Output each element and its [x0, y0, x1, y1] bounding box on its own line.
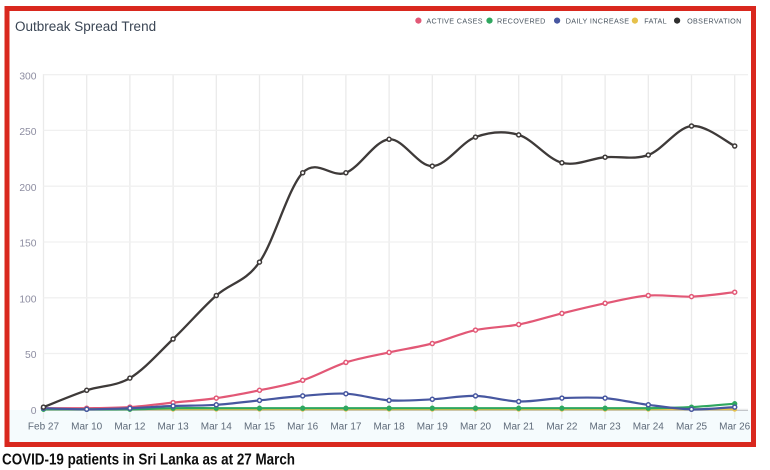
svg-text:FATAL: FATAL [644, 17, 667, 26]
svg-text:Mar 20: Mar 20 [460, 422, 492, 433]
svg-text:0: 0 [31, 406, 37, 417]
svg-text:Mar 15: Mar 15 [244, 422, 276, 433]
svg-text:DAILY INCREASE: DAILY INCREASE [566, 17, 630, 26]
svg-text:ACTIVE CASES: ACTIVE CASES [426, 17, 483, 26]
svg-text:COVID-19 patients in Sri Lanka: COVID-19 patients in Sri Lanka as at 27 … [2, 452, 295, 469]
svg-text:Mar 26: Mar 26 [719, 422, 751, 433]
svg-text:Mar 21: Mar 21 [503, 422, 535, 433]
svg-text:Mar 13: Mar 13 [158, 422, 190, 433]
svg-text:Mar 14: Mar 14 [201, 422, 233, 433]
svg-text:Mar 16: Mar 16 [287, 422, 319, 433]
svg-text:Mar 12: Mar 12 [114, 422, 146, 433]
svg-text:300: 300 [19, 71, 36, 82]
svg-text:Outbreak Spread Trend: Outbreak Spread Trend [15, 19, 156, 34]
svg-text:Mar 18: Mar 18 [374, 422, 406, 433]
svg-text:250: 250 [19, 127, 36, 138]
svg-text:RECOVERED: RECOVERED [497, 17, 546, 26]
svg-text:Mar 25: Mar 25 [676, 422, 708, 433]
svg-text:Mar 23: Mar 23 [590, 422, 622, 433]
svg-text:OBSERVATION: OBSERVATION [687, 17, 742, 26]
svg-text:Mar 10: Mar 10 [71, 422, 103, 433]
svg-text:50: 50 [25, 350, 37, 361]
svg-text:Mar 24: Mar 24 [633, 422, 665, 433]
svg-text:Mar 22: Mar 22 [546, 422, 578, 433]
svg-text:Feb 27: Feb 27 [28, 422, 60, 433]
svg-text:150: 150 [19, 239, 36, 250]
svg-text:100: 100 [19, 294, 36, 305]
svg-text:200: 200 [19, 183, 36, 194]
svg-text:Mar 19: Mar 19 [417, 422, 449, 433]
svg-text:Mar 17: Mar 17 [330, 422, 362, 433]
